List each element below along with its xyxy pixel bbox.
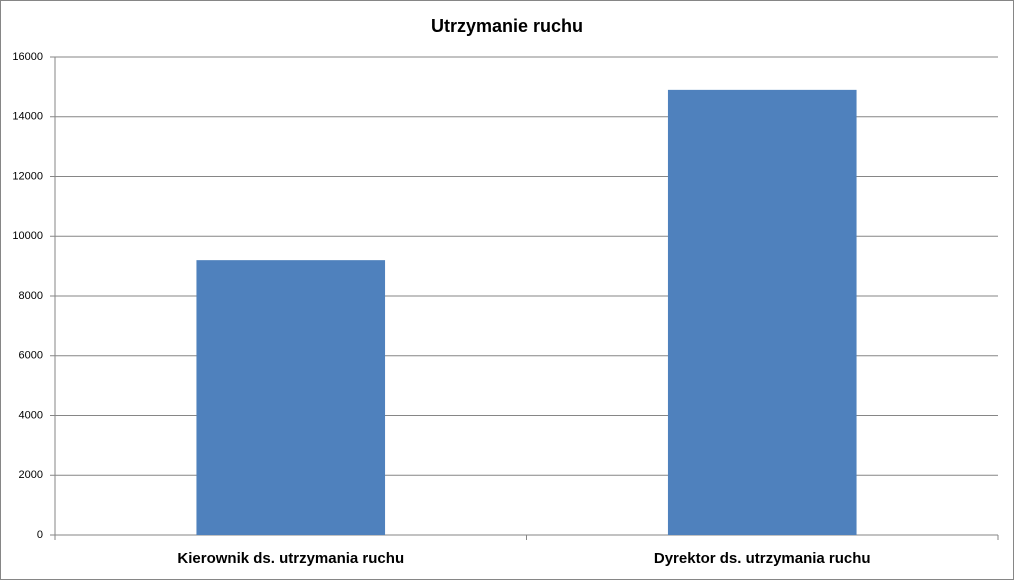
y-tick-label: 14000 — [12, 111, 43, 123]
x-tick-label: Dyrektor ds. utrzymania ruchu — [654, 550, 871, 567]
bar — [196, 260, 386, 535]
y-tick-label: 16000 — [12, 51, 43, 63]
x-tick-label: Kierownik ds. utrzymania ruchu — [177, 550, 404, 567]
y-tick-label: 10000 — [12, 230, 43, 242]
bar — [667, 89, 857, 536]
y-tick-label: 4000 — [19, 409, 43, 421]
y-tick-label: 12000 — [12, 170, 43, 182]
y-tick-label: 2000 — [19, 469, 43, 481]
y-tick-label: 6000 — [19, 350, 43, 362]
y-tick-label: 8000 — [19, 290, 43, 302]
chart-title: Utrzymanie ruchu — [431, 16, 583, 36]
y-tick-label: 0 — [37, 529, 43, 541]
